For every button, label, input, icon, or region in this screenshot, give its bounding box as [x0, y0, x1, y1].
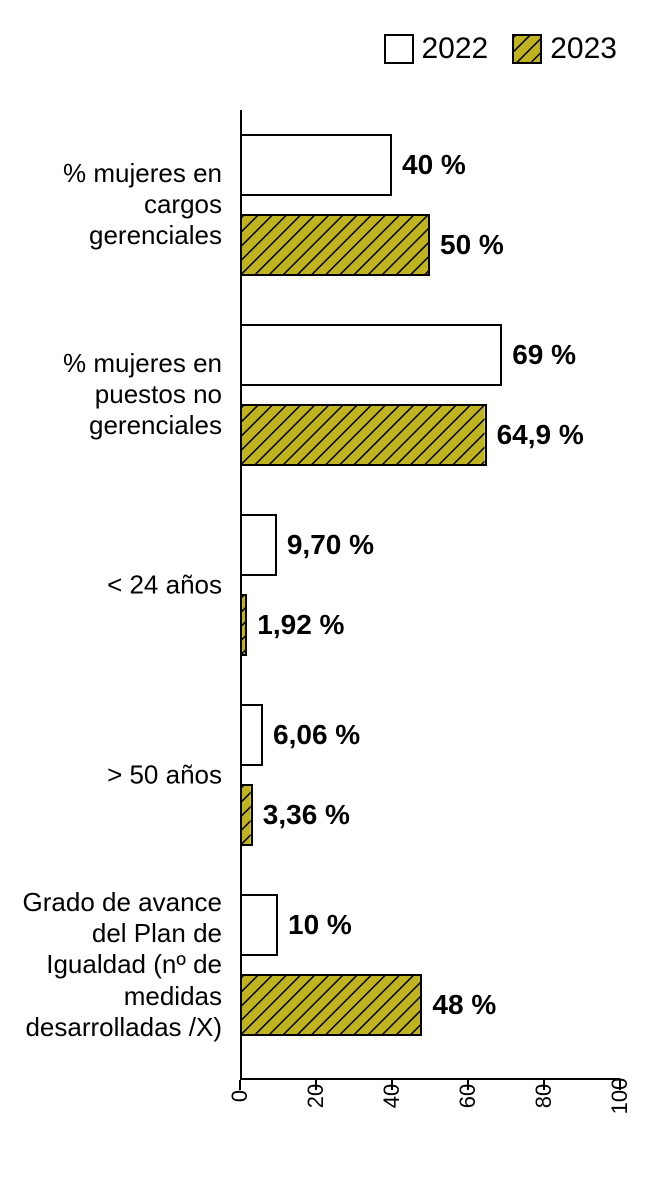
legend: 2022 2023: [384, 32, 618, 66]
legend-swatch-2022: [384, 34, 414, 64]
category-label: > 50 años: [10, 759, 240, 790]
legend-item-2023: 2023: [512, 32, 617, 66]
bar-value-label: 64,9 %: [497, 419, 584, 451]
legend-label-2022: 2022: [422, 32, 489, 66]
category-label: % mujeres en cargos gerenciales: [10, 158, 240, 252]
category-label: % mujeres en puestos no gerenciales: [10, 348, 240, 442]
legend-item-2022: 2022: [384, 32, 489, 66]
x-tick-label: 40: [379, 1084, 405, 1108]
category-group: Grado de avance del Plan de Igualdad (nº…: [240, 894, 620, 1036]
x-tick: [239, 1080, 241, 1090]
bar-s2023: 3,36 %: [240, 784, 253, 846]
category-label: Grado de avance del Plan de Igualdad (nº…: [10, 887, 240, 1043]
bar-s2022: 69 %: [240, 324, 502, 386]
category-group: % mujeres en cargos gerenciales40 %50 %: [240, 134, 620, 276]
x-tick-label: 0: [227, 1090, 253, 1102]
x-tick-label: 20: [303, 1084, 329, 1108]
category-group: < 24 años9,70 %1,92 %: [240, 514, 620, 656]
bar-value-label: 40 %: [402, 149, 466, 181]
bar-value-label: 10 %: [288, 909, 352, 941]
bar-s2023: 50 %: [240, 214, 430, 276]
legend-label-2023: 2023: [550, 32, 617, 66]
bar-s2023: 1,92 %: [240, 594, 247, 656]
bar-value-label: 6,06 %: [273, 719, 360, 751]
comparison-bar-chart: 2022 2023 020406080100% mujeres en cargo…: [0, 0, 667, 1179]
x-tick-label: 60: [455, 1084, 481, 1108]
bar-value-label: 9,70 %: [287, 529, 374, 561]
category-group: > 50 años6,06 %3,36 %: [240, 704, 620, 846]
legend-swatch-2023: [512, 34, 542, 64]
bar-s2023: 64,9 %: [240, 404, 487, 466]
bar-s2022: 6,06 %: [240, 704, 263, 766]
bar-s2022: 10 %: [240, 894, 278, 956]
bar-value-label: 50 %: [440, 229, 504, 261]
bar-value-label: 48 %: [432, 989, 496, 1021]
plot-area: 020406080100% mujeres en cargos gerencia…: [240, 110, 620, 1080]
x-axis: [240, 1078, 620, 1080]
category-group: % mujeres en puestos no gerenciales69 %6…: [240, 324, 620, 466]
x-tick-label: 100: [607, 1078, 633, 1115]
category-label: < 24 años: [10, 569, 240, 600]
x-tick-label: 80: [531, 1084, 557, 1108]
bar-value-label: 1,92 %: [257, 609, 344, 641]
bar-value-label: 3,36 %: [263, 799, 350, 831]
bar-s2022: 40 %: [240, 134, 392, 196]
bar-s2022: 9,70 %: [240, 514, 277, 576]
bar-value-label: 69 %: [512, 339, 576, 371]
bar-s2023: 48 %: [240, 974, 422, 1036]
